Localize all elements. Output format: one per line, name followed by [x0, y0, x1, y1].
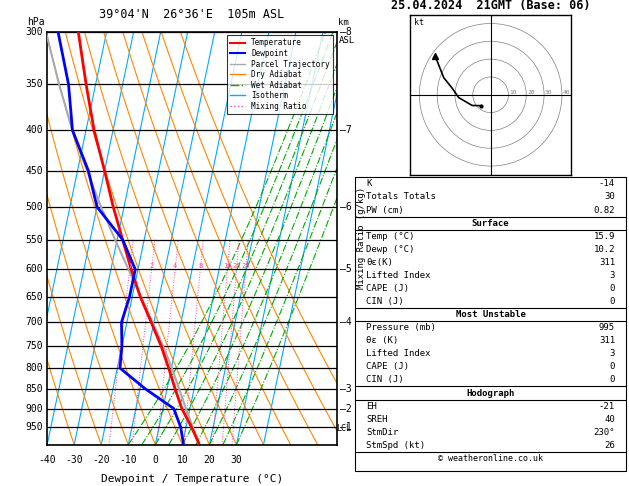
Text: StmSpd (kt): StmSpd (kt)	[366, 441, 425, 450]
Text: © weatheronline.co.uk: © weatheronline.co.uk	[438, 454, 543, 463]
Text: 20: 20	[527, 90, 535, 95]
Text: –4: –4	[340, 317, 352, 327]
Text: θε (K): θε (K)	[366, 336, 398, 345]
Text: StmDir: StmDir	[366, 428, 398, 437]
Text: 26: 26	[604, 441, 615, 450]
Text: 950: 950	[25, 422, 43, 432]
Text: 230°: 230°	[594, 428, 615, 437]
Text: 350: 350	[25, 80, 43, 89]
Text: -30: -30	[65, 455, 83, 465]
Text: 850: 850	[25, 384, 43, 394]
Text: 30: 30	[545, 90, 552, 95]
Text: –6: –6	[340, 202, 352, 212]
Text: 40: 40	[604, 415, 615, 424]
Text: Most Unstable: Most Unstable	[455, 310, 526, 319]
Text: 900: 900	[25, 403, 43, 414]
Text: CIN (J): CIN (J)	[366, 376, 404, 384]
Text: 650: 650	[25, 292, 43, 302]
Text: 0: 0	[610, 376, 615, 384]
Text: Dewpoint / Temperature (°C): Dewpoint / Temperature (°C)	[101, 473, 283, 484]
Text: PW (cm): PW (cm)	[366, 206, 404, 214]
Text: 10.2: 10.2	[594, 245, 615, 254]
Text: 10: 10	[177, 455, 188, 465]
Text: 1: 1	[128, 263, 132, 269]
Text: Mixing Ratio (g/kg): Mixing Ratio (g/kg)	[357, 187, 366, 289]
Text: SREH: SREH	[366, 415, 387, 424]
Text: –1: –1	[340, 422, 352, 432]
Text: 400: 400	[25, 125, 43, 135]
Text: 10: 10	[509, 90, 517, 95]
Text: 550: 550	[25, 235, 43, 244]
Text: 800: 800	[25, 363, 43, 373]
Text: 39°04'N  26°36'E  105m ASL: 39°04'N 26°36'E 105m ASL	[99, 8, 284, 21]
Text: 40: 40	[563, 90, 571, 95]
Text: 30: 30	[231, 455, 242, 465]
Text: θε(K): θε(K)	[366, 258, 393, 267]
Text: km: km	[338, 17, 349, 27]
Text: ASL: ASL	[338, 36, 355, 46]
Text: 20: 20	[204, 455, 215, 465]
Text: –5: –5	[340, 264, 352, 275]
Text: CAPE (J): CAPE (J)	[366, 284, 409, 293]
Text: -21: -21	[599, 401, 615, 411]
Text: 0.82: 0.82	[594, 206, 615, 214]
Text: 2: 2	[150, 263, 153, 269]
Text: -14: -14	[599, 179, 615, 189]
Text: Surface: Surface	[472, 219, 509, 227]
Text: 16: 16	[223, 263, 231, 269]
Text: -10: -10	[120, 455, 137, 465]
Text: 8: 8	[198, 263, 203, 269]
Text: Totals Totals: Totals Totals	[366, 192, 436, 202]
Text: 3: 3	[610, 349, 615, 358]
Text: 0: 0	[610, 284, 615, 293]
Text: Pressure (mb): Pressure (mb)	[366, 323, 436, 332]
Text: 600: 600	[25, 264, 43, 275]
Text: Dewp (°C): Dewp (°C)	[366, 245, 415, 254]
Text: 25.04.2024  21GMT (Base: 06): 25.04.2024 21GMT (Base: 06)	[391, 0, 591, 12]
Text: 20: 20	[232, 263, 241, 269]
Text: 450: 450	[25, 166, 43, 176]
Text: CAPE (J): CAPE (J)	[366, 363, 409, 371]
Text: –3: –3	[340, 384, 352, 394]
Text: 0: 0	[610, 363, 615, 371]
Text: kt: kt	[414, 18, 424, 27]
Text: 0: 0	[152, 455, 159, 465]
Text: 15.9: 15.9	[594, 232, 615, 241]
Text: -20: -20	[92, 455, 110, 465]
Text: Lifted Index: Lifted Index	[366, 349, 431, 358]
Text: 25: 25	[242, 263, 250, 269]
Text: 995: 995	[599, 323, 615, 332]
Text: –7: –7	[340, 125, 352, 135]
Text: CIN (J): CIN (J)	[366, 297, 404, 306]
Text: Lifted Index: Lifted Index	[366, 271, 431, 280]
Text: –2: –2	[340, 403, 352, 414]
Text: 750: 750	[25, 341, 43, 351]
Text: 311: 311	[599, 258, 615, 267]
Text: 4: 4	[173, 263, 177, 269]
Legend: Temperature, Dewpoint, Parcel Trajectory, Dry Adiabat, Wet Adiabat, Isotherm, Mi: Temperature, Dewpoint, Parcel Trajectory…	[226, 35, 333, 114]
Text: Hodograph: Hodograph	[467, 388, 515, 398]
Text: –8: –8	[340, 27, 352, 36]
Text: 311: 311	[599, 336, 615, 345]
Text: 700: 700	[25, 317, 43, 327]
Text: 300: 300	[25, 27, 43, 36]
Text: 30: 30	[604, 192, 615, 202]
Text: K: K	[366, 179, 372, 189]
Text: 3: 3	[610, 271, 615, 280]
Text: -40: -40	[38, 455, 56, 465]
Text: 0: 0	[610, 297, 615, 306]
Text: LCL: LCL	[337, 424, 352, 433]
Text: Temp (°C): Temp (°C)	[366, 232, 415, 241]
Text: hPa: hPa	[27, 17, 45, 27]
Text: 500: 500	[25, 202, 43, 212]
Text: EH: EH	[366, 401, 377, 411]
